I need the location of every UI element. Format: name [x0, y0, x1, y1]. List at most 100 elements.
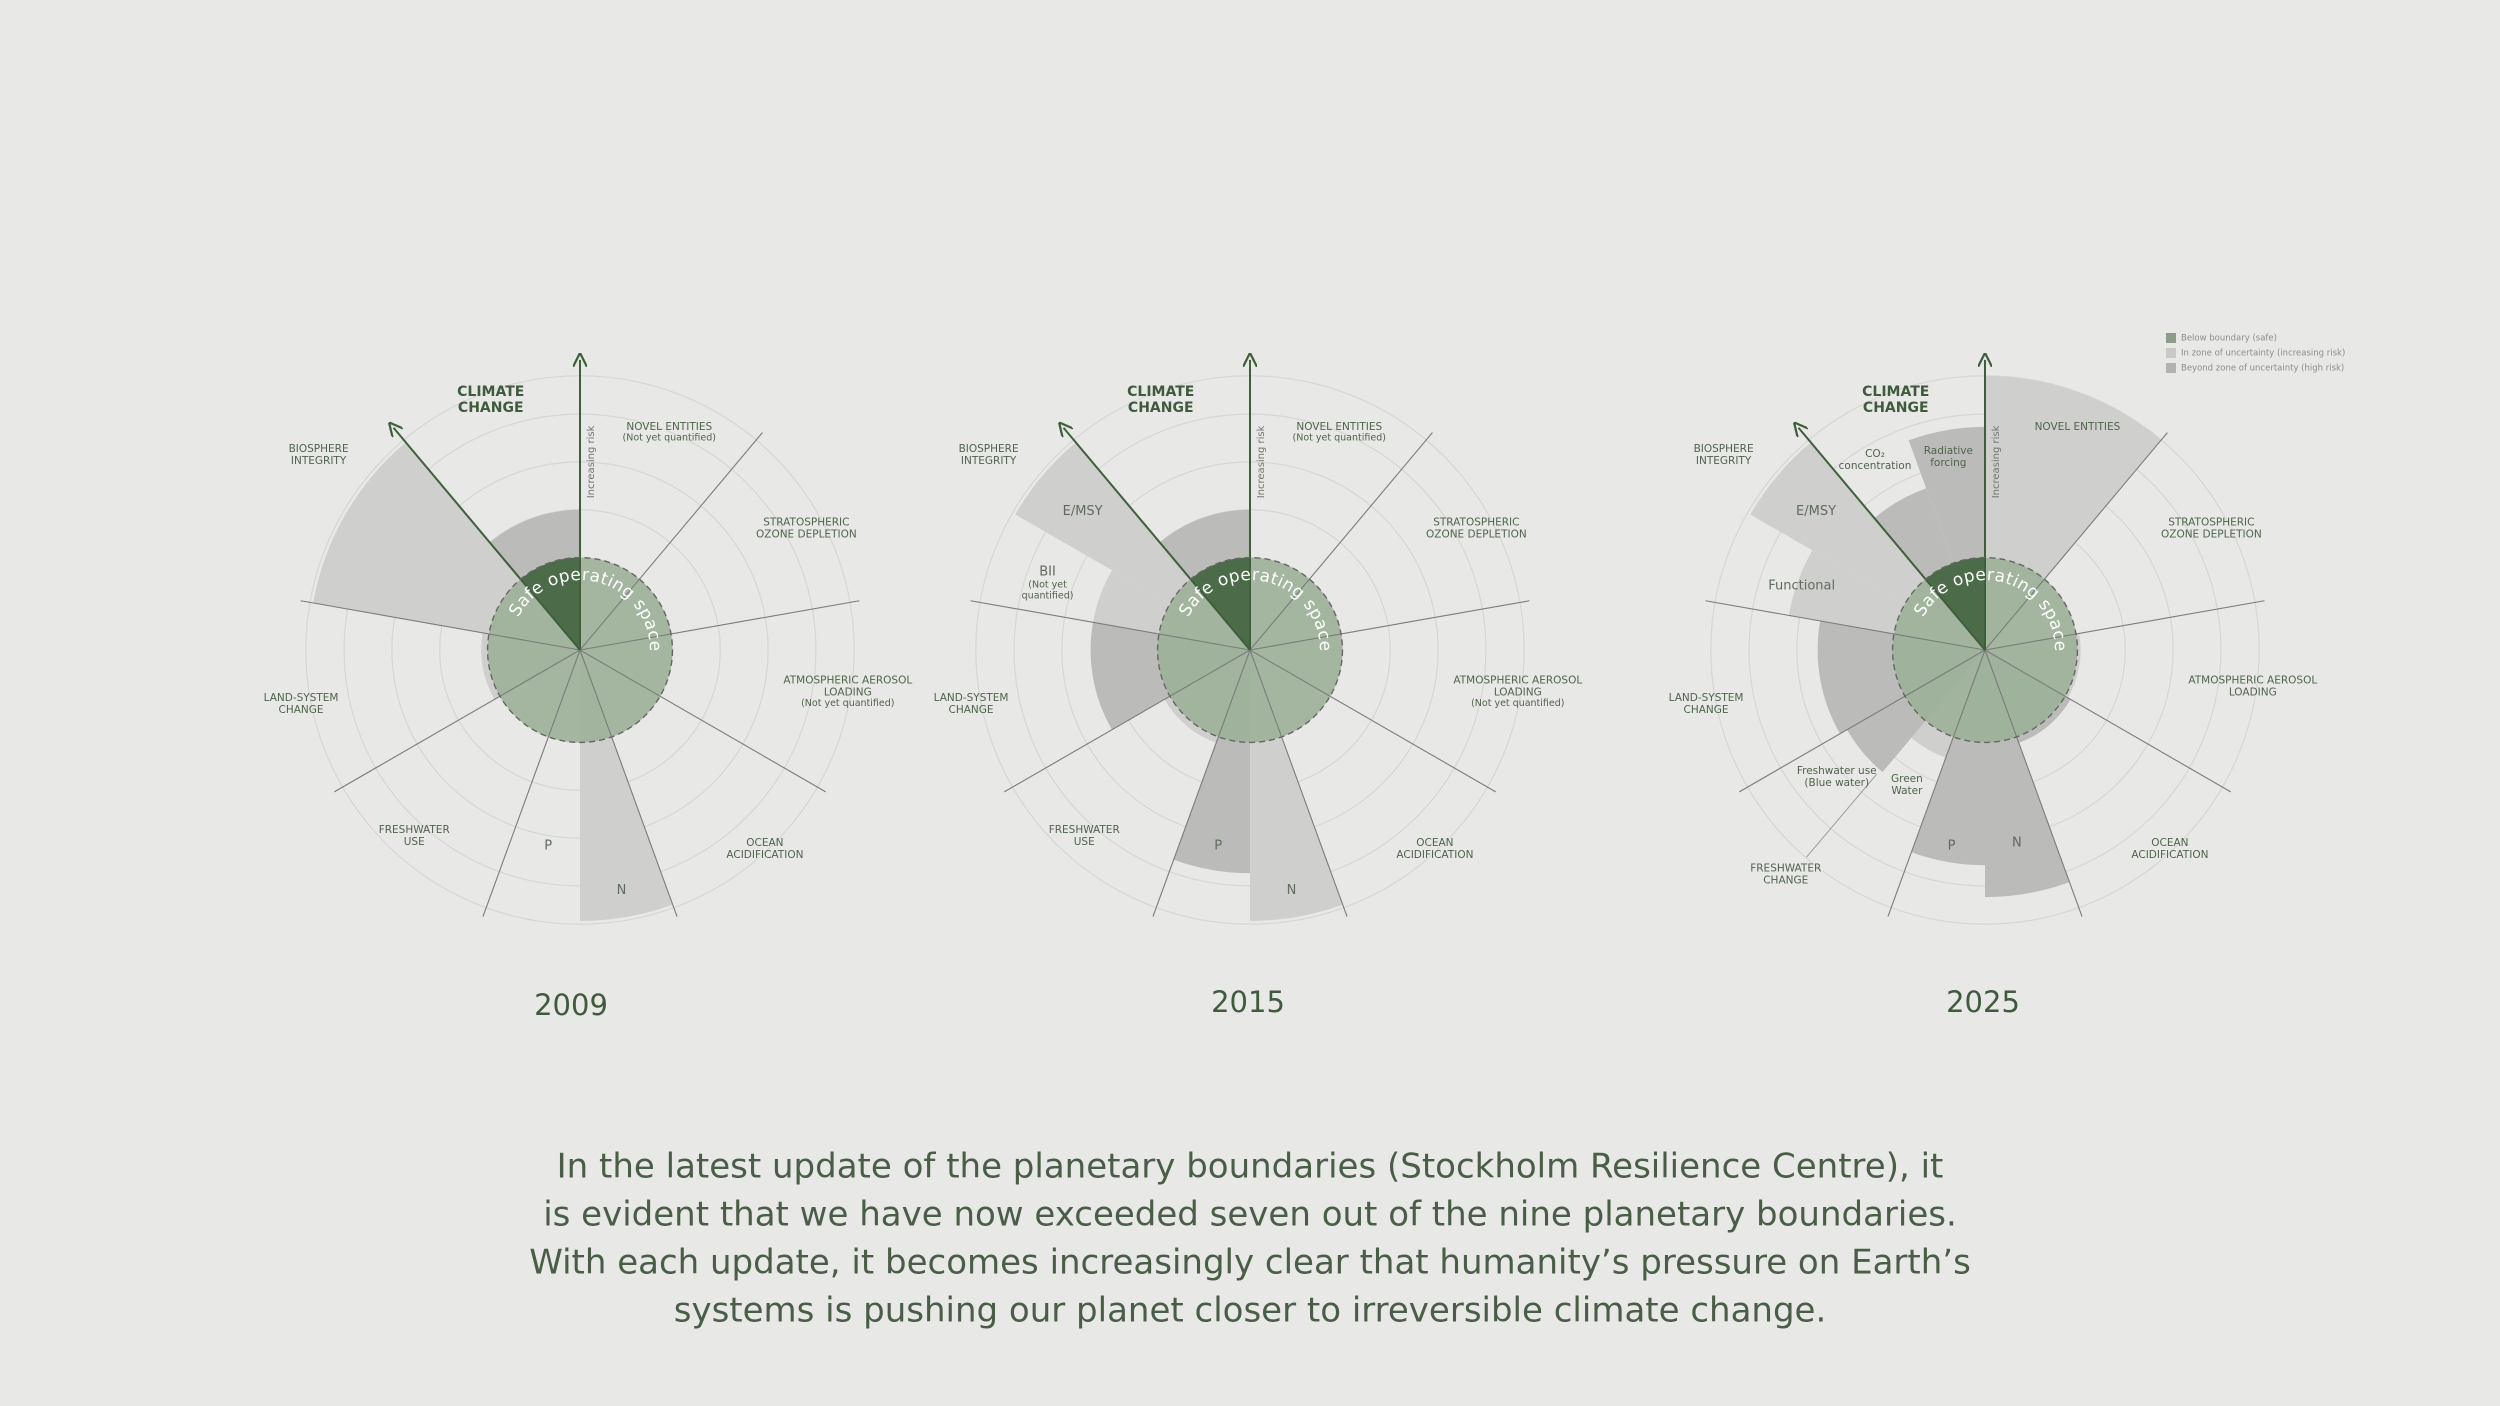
- sector-line: [579, 649, 826, 793]
- boundary-note: (Not yet quantified): [1293, 432, 1386, 443]
- boundary-label: N: [617, 883, 627, 898]
- safe-wedge: [1925, 557, 1985, 650]
- year-label: 2025: [1946, 985, 2020, 1019]
- leader-line: [1806, 774, 1877, 858]
- boundary-label: ATMOSPHERIC AEROSOL: [2188, 674, 2317, 686]
- boundary-label: OCEAN: [746, 837, 783, 849]
- legend-swatch: [2166, 363, 2176, 373]
- sector-line: [1249, 432, 1433, 651]
- boundary-label: BIOSPHERE: [1694, 443, 1754, 455]
- boundary-note: (Not yet quantified): [1471, 698, 1564, 709]
- boundary-label: N: [1287, 883, 1297, 898]
- legend-label: In zone of uncertainty (increasing risk): [2181, 349, 2345, 359]
- caption-line: In the latest update of the planetary bo…: [557, 1147, 1944, 1187]
- legend-label: Beyond zone of uncertainty (high risk): [2181, 364, 2344, 374]
- boundary-label: INTEGRITY: [1696, 455, 1752, 467]
- sector-line: [482, 649, 581, 917]
- boundary-circle: [1156, 556, 1344, 744]
- boundary-label: ACIDIFICATION: [2131, 849, 2208, 861]
- boundary-label: ATMOSPHERIC AEROSOL: [783, 674, 912, 686]
- boundary-label: LOADING: [2229, 686, 2277, 698]
- boundary-label: LAND-SYSTEM: [1669, 692, 1744, 704]
- axis-arrow: [394, 428, 581, 651]
- sector-line: [1984, 649, 2231, 793]
- boundary-label: Green: [1891, 773, 1923, 785]
- sector-line: [300, 600, 581, 651]
- boundary-label: N: [2012, 835, 2022, 850]
- sector-line: [579, 432, 763, 651]
- boundary-label: CHANGE: [1128, 400, 1194, 416]
- boundary-label: NOVEL ENTITIES: [2035, 421, 2121, 433]
- legend-swatch: [2166, 348, 2176, 358]
- boundary-label: P: [1214, 839, 1222, 854]
- legend-swatch: [2166, 333, 2176, 343]
- caption-line: With each update, it becomes increasingl…: [529, 1243, 1971, 1283]
- sector-line: [970, 600, 1251, 651]
- boundary-label: LAND-SYSTEM: [264, 692, 339, 704]
- boundary-label: LOADING: [824, 686, 872, 698]
- boundary-label: BIOSPHERE: [959, 443, 1019, 455]
- year-label: 2009: [534, 988, 608, 1022]
- boundary-label: Water: [1891, 785, 1923, 797]
- boundary-label: INTEGRITY: [291, 455, 347, 467]
- boundary-label: NOVEL ENTITIES: [626, 421, 712, 433]
- boundary-note: quantified): [1022, 590, 1074, 601]
- boundary-label: CLIMATE: [1127, 384, 1194, 400]
- boundary-label: OZONE DEPLETION: [2161, 528, 2262, 540]
- axis-arrow: [1799, 428, 1986, 651]
- sector-line: [1984, 600, 2265, 651]
- sector-line: [579, 649, 678, 917]
- boundary-label: FRESHWATER: [1049, 824, 1120, 836]
- boundary-label: STRATOSPHERIC: [1433, 516, 1519, 528]
- boundary-label: OCEAN: [1416, 837, 1453, 849]
- boundary-label: ACIDIFICATION: [726, 849, 803, 861]
- sector-line: [1739, 649, 1986, 793]
- boundary-label: OZONE DEPLETION: [1426, 528, 1527, 540]
- boundary-label: LOADING: [1494, 686, 1542, 698]
- sector-line: [1984, 649, 2083, 917]
- boundary-circle: [486, 556, 674, 744]
- boundary-label: LAND-SYSTEM: [934, 692, 1009, 704]
- boundary-note: (Not yet quantified): [623, 432, 716, 443]
- boundary-label: FRESHWATER: [1750, 862, 1821, 874]
- boundary-label: CHANGE: [1763, 874, 1808, 886]
- boundary-label: INTEGRITY: [961, 455, 1017, 467]
- boundary-label: concentration: [1839, 460, 1912, 472]
- boundary-label: OCEAN: [2151, 837, 2188, 849]
- sector-line: [1249, 600, 1530, 651]
- boundary-label: BII: [1039, 564, 1056, 579]
- boundary-label: OZONE DEPLETION: [756, 528, 857, 540]
- sector-line: [334, 649, 581, 793]
- boundary-note: (Not yet quantified): [801, 698, 894, 709]
- risk-label: Increasing risk: [586, 425, 597, 498]
- sector-line: [1249, 649, 1348, 917]
- boundary-label: ACIDIFICATION: [1396, 849, 1473, 861]
- boundary-label: FRESHWATER: [379, 824, 450, 836]
- boundary-note: (Not yet: [1028, 579, 1067, 590]
- safe-wedge: [520, 557, 580, 650]
- boundary-label: BIOSPHERE: [289, 443, 349, 455]
- boundary-label: CHANGE: [1863, 400, 1929, 416]
- sector-line: [1705, 600, 1986, 651]
- boundary-label: CLIMATE: [1862, 384, 1929, 400]
- boundary-label: E/MSY: [1796, 504, 1836, 519]
- boundary-label: Radiative: [1924, 445, 1973, 457]
- legend-label: Below boundary (safe): [2181, 334, 2277, 344]
- boundary-label: (Blue water): [1804, 777, 1869, 789]
- boundary-label: P: [544, 839, 552, 854]
- risk-label: Increasing risk: [1991, 425, 2002, 498]
- safe-wedge: [1190, 557, 1250, 650]
- sector-line: [579, 600, 860, 651]
- boundary-label: USE: [1074, 836, 1095, 848]
- boundary-label: E/MSY: [1063, 504, 1103, 519]
- axis-arrow: [1064, 428, 1251, 651]
- boundary-label: CHANGE: [279, 704, 324, 716]
- risk-label: Increasing risk: [1256, 425, 1267, 498]
- sector-line: [1887, 649, 1986, 917]
- boundary-label: USE: [404, 836, 425, 848]
- boundary-label: STRATOSPHERIC: [2168, 516, 2254, 528]
